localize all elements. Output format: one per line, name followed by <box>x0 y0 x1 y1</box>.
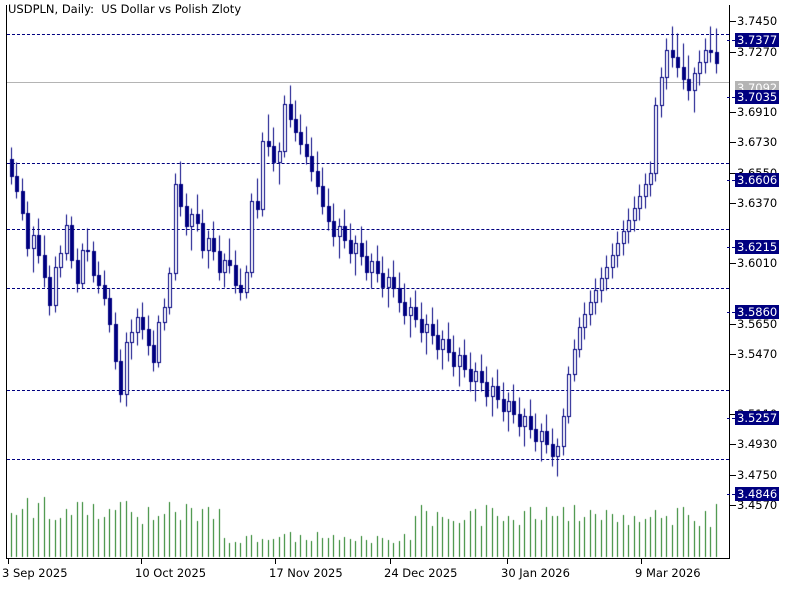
price-tick <box>730 444 736 445</box>
price-tick-label: 3.7270 <box>737 45 778 59</box>
level-marker <box>727 40 735 41</box>
price-tick <box>730 21 736 22</box>
date-tick-label: 3 Sep 2025 <box>2 566 68 580</box>
price-tick-label: 3.4930 <box>737 437 778 451</box>
price-tick <box>730 354 736 355</box>
price-tick <box>730 173 736 174</box>
level-price-tag[interactable]: 3.5860 <box>735 305 780 319</box>
date-tick-label: 9 Mar 2026 <box>635 566 701 580</box>
price-tick <box>730 505 736 506</box>
level-price-tag[interactable]: 3.5257 <box>735 411 780 425</box>
date-tick-label: 10 Oct 2025 <box>135 566 207 580</box>
price-tick <box>730 203 736 204</box>
price-tick-label: 3.5470 <box>737 347 778 361</box>
level-marker <box>727 180 735 181</box>
level-marker <box>727 494 735 495</box>
level-marker <box>727 97 735 98</box>
date-tick <box>641 559 642 564</box>
date-tick <box>8 559 9 564</box>
date-tick <box>390 559 391 564</box>
price-tick-label: 3.4570 <box>737 498 778 512</box>
price-tick <box>730 263 736 264</box>
date-tick <box>275 559 276 564</box>
price-tick-label: 3.6730 <box>737 135 778 149</box>
price-tick <box>730 475 736 476</box>
date-tick <box>141 559 142 564</box>
price-tick-label: 3.4750 <box>737 468 778 482</box>
price-tick-label: 3.5650 <box>737 317 778 331</box>
level-price-tag[interactable]: 3.6215 <box>735 240 780 254</box>
price-tick <box>730 52 736 53</box>
level-marker <box>727 312 735 313</box>
level-marker <box>727 247 735 248</box>
date-tick <box>507 559 508 564</box>
price-tick <box>730 414 736 415</box>
price-tick <box>730 142 736 143</box>
level-price-tag[interactable]: 3.7377 <box>735 33 780 47</box>
level-price-tag[interactable]: 3.4846 <box>735 487 780 501</box>
price-tick-label: 3.6370 <box>737 196 778 210</box>
price-tick <box>730 324 736 325</box>
price-tick-label: 3.7450 <box>737 14 778 28</box>
level-marker <box>727 418 735 419</box>
level-price-tag[interactable]: 3.6606 <box>735 173 780 187</box>
price-tick <box>730 112 736 113</box>
price-tick-label: 3.6010 <box>737 256 778 270</box>
level-price-tag[interactable]: 3.7035 <box>735 90 780 104</box>
date-tick-label: 30 Jan 2026 <box>501 566 570 580</box>
date-tick-label: 24 Dec 2025 <box>384 566 458 580</box>
price-tick-label: 3.6910 <box>737 105 778 119</box>
date-tick-label: 17 Nov 2025 <box>269 566 343 580</box>
